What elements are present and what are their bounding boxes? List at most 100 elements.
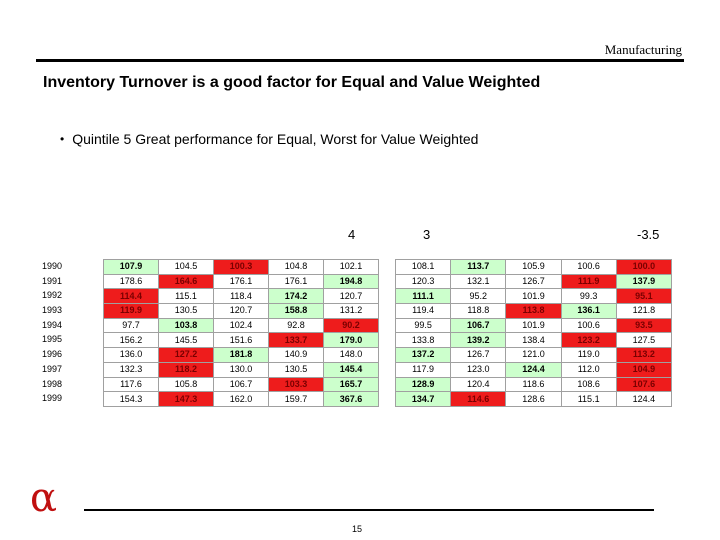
table-row: 114.4 115.1 118.4 174.2 120.7: [103, 288, 379, 305]
table-cell: 113.2: [615, 347, 673, 363]
table-row: 111.1 95.2 101.9 99.3 95.1: [394, 288, 673, 305]
table-row: 117.9 123.0 124.4 112.0 104.9: [394, 361, 673, 378]
table-row: 119.4 118.8 113.8 136.1 121.8: [394, 303, 673, 319]
table-cell: 194.8: [323, 273, 379, 290]
table-cell: 117.9: [394, 361, 452, 378]
table-row: 178.6 164.6 176.1 176.1 194.8: [103, 273, 379, 290]
table-cell: 147.3: [158, 391, 214, 407]
year-label: 1998: [42, 378, 63, 389]
table-row: 137.2 126.7 121.0 119.0 113.2: [394, 347, 673, 363]
table-cell: 133.8: [394, 332, 452, 349]
table-cell: 138.4: [505, 332, 562, 349]
table-cell: 128.6: [505, 391, 562, 407]
table-cell: 124.4: [505, 361, 562, 378]
table-cell: 130.0: [213, 361, 269, 378]
year-label: 1995: [42, 334, 63, 345]
table-cell: 128.9: [394, 376, 452, 393]
table-cell: 130.5: [158, 303, 214, 319]
table-cell: 165.7: [323, 376, 379, 393]
table-cell: 181.8: [213, 347, 269, 363]
table-cell: 90.2: [323, 317, 379, 334]
table-cell: 106.7: [450, 317, 507, 334]
table-cell: 111.1: [394, 288, 452, 305]
year-label: 1999: [42, 393, 63, 404]
equal-weighted-table: 107.9 104.5 100.3 104.8 102.1 178.6 164.6 176.1…: [103, 259, 379, 407]
table-cell: 178.6: [103, 273, 159, 290]
table-cell: 120.3: [394, 273, 452, 290]
table-cell: 124.4: [615, 391, 673, 407]
table-cell: 104.9: [615, 361, 673, 378]
table-cell: 107.6: [615, 376, 673, 393]
table-cell: 156.2: [103, 332, 159, 349]
table-row: 120.3 132.1 126.7 111.9 137.9: [394, 273, 673, 290]
table-row: 107.9 104.5 100.3 104.8 102.1: [103, 259, 379, 275]
table-row: 119.9 130.5 120.7 158.8 131.2: [103, 303, 379, 319]
table-cell: 92.8: [268, 317, 324, 334]
table-cell: 100.3: [213, 259, 269, 275]
table-cell: 99.3: [560, 288, 617, 305]
table-cell: 164.6: [158, 273, 214, 290]
table-cell: 117.6: [103, 376, 159, 393]
year-labels: 1990 1991 1992 1993 1994 1995 1996 1997 1998 1999: [42, 259, 82, 406]
table-cell: 118.2: [158, 361, 214, 378]
table-cell: 118.6: [505, 376, 562, 393]
table-cell: 95.2: [450, 288, 507, 305]
table-cell: 174.2: [268, 288, 324, 305]
table-cell: 179.0: [323, 332, 379, 349]
table-cell: 158.8: [268, 303, 324, 319]
table-row: 97.7 103.8 102.4 92.8 90.2: [103, 317, 379, 334]
table-cell: 118.8: [450, 303, 507, 319]
bullet-text: Quintile 5 Great performance for Equal, …: [72, 131, 479, 147]
table-row: 128.9 120.4 118.6 108.6 107.6: [394, 376, 673, 393]
table-cell: 145.4: [323, 361, 379, 378]
table-cell: 119.9: [103, 303, 159, 319]
year-label: 1996: [42, 349, 63, 360]
right-edge-label: -3.5: [637, 227, 660, 242]
table-cell: 176.1: [213, 273, 269, 290]
table-row: 99.5 106.7 101.9 100.6 93.5: [394, 317, 673, 334]
table-cell: 102.1: [323, 259, 379, 275]
table-cell: 367.6: [323, 391, 379, 407]
table-cell: 107.9: [103, 259, 159, 275]
table-cell: 159.7: [268, 391, 324, 407]
table-cell: 102.4: [213, 317, 269, 334]
table-cell: 151.6: [213, 332, 269, 349]
table-cell: 104.5: [158, 259, 214, 275]
table-cell: 121.8: [615, 303, 673, 319]
bullet-point: • Quintile 5 Great performance for Equal…: [60, 131, 478, 147]
table-cell: 137.9: [615, 273, 673, 290]
table-row: 134.7 114.6 128.6 115.1 124.4: [394, 391, 673, 407]
table-cell: 114.6: [450, 391, 507, 407]
table-cell: 100.0: [615, 259, 673, 275]
table-cell: 118.4: [213, 288, 269, 305]
table-row: 136.0 127.2 181.8 140.9 148.0: [103, 347, 379, 363]
table-cell: 105.8: [158, 376, 214, 393]
alpha-logo-icon: α: [30, 475, 58, 521]
slide-title: Inventory Turnover is a good factor for …: [43, 74, 541, 91]
table-row: 108.1 113.7 105.9 100.6 100.0: [394, 259, 673, 275]
table-cell: 120.7: [323, 288, 379, 305]
table-cell: 113.7: [450, 259, 507, 275]
table-cell: 131.2: [323, 303, 379, 319]
table-cell: 105.9: [505, 259, 562, 275]
table-cell: 126.7: [450, 347, 507, 363]
section-label: Manufacturing: [604, 42, 682, 57]
table-row: 154.3 147.3 162.0 159.7 367.6: [103, 391, 379, 407]
table-cell: 115.1: [560, 391, 617, 407]
footer-divider: [84, 509, 654, 511]
table-cell: 121.0: [505, 347, 562, 363]
table-cell: 123.2: [560, 332, 617, 349]
year-label: 1991: [42, 275, 63, 286]
table-cell: 111.9: [560, 273, 617, 290]
table-cell: 115.1: [158, 288, 214, 305]
bullet-dot-icon: •: [60, 132, 65, 146]
table-cell: 148.0: [323, 347, 379, 363]
table-cell: 136.1: [560, 303, 617, 319]
table-cell: 103.8: [158, 317, 214, 334]
table-row: 156.2 145.5 151.6 133.7 179.0: [103, 332, 379, 349]
table-cell: 140.9: [268, 347, 324, 363]
table-cell: 101.9: [505, 317, 562, 334]
table-cell: 176.1: [268, 273, 324, 290]
table-cell: 120.4: [450, 376, 507, 393]
table-cell: 95.1: [615, 288, 673, 305]
